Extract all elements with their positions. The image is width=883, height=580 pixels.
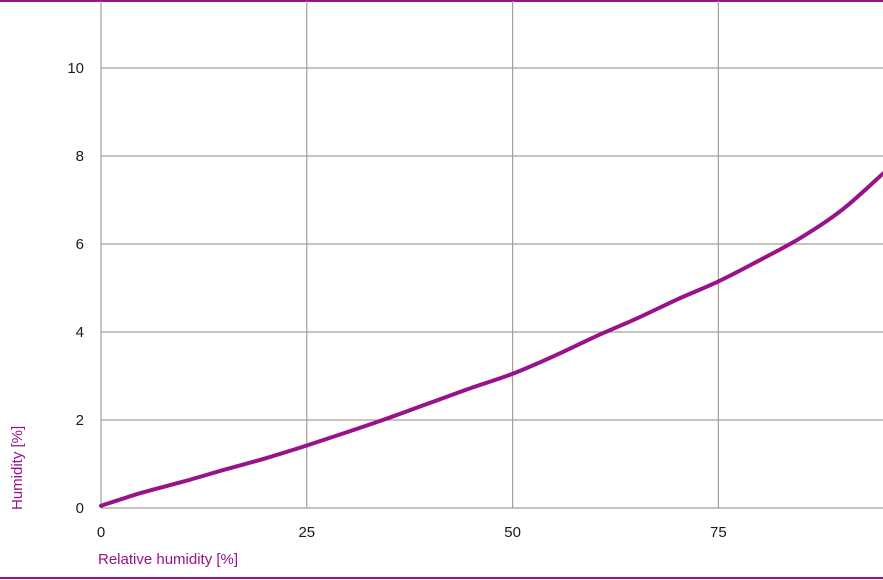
x-tick-labels: 0 25 50 75 (97, 524, 727, 541)
y-tick-label: 4 (76, 324, 84, 341)
y-tick-label: 2 (76, 412, 84, 429)
y-tick-label: 0 (76, 500, 84, 517)
y-tick-label: 6 (76, 236, 84, 253)
series-line (99, 171, 883, 508)
y-axis-title: Humidity [%] (9, 426, 26, 510)
series-lines (99, 171, 883, 508)
x-tick-label: 25 (298, 524, 315, 541)
grid-lines (100, 1, 883, 509)
x-tick-label: 50 (504, 524, 521, 541)
x-tick-label: 75 (710, 524, 727, 541)
x-tick-label: 0 (97, 524, 105, 541)
y-tick-label: 8 (76, 148, 84, 165)
y-tick-label: 10 (67, 60, 84, 77)
x-axis-title: Relative humidity [%] (98, 551, 238, 568)
y-tick-labels: 0 2 4 6 8 10 (67, 60, 84, 517)
